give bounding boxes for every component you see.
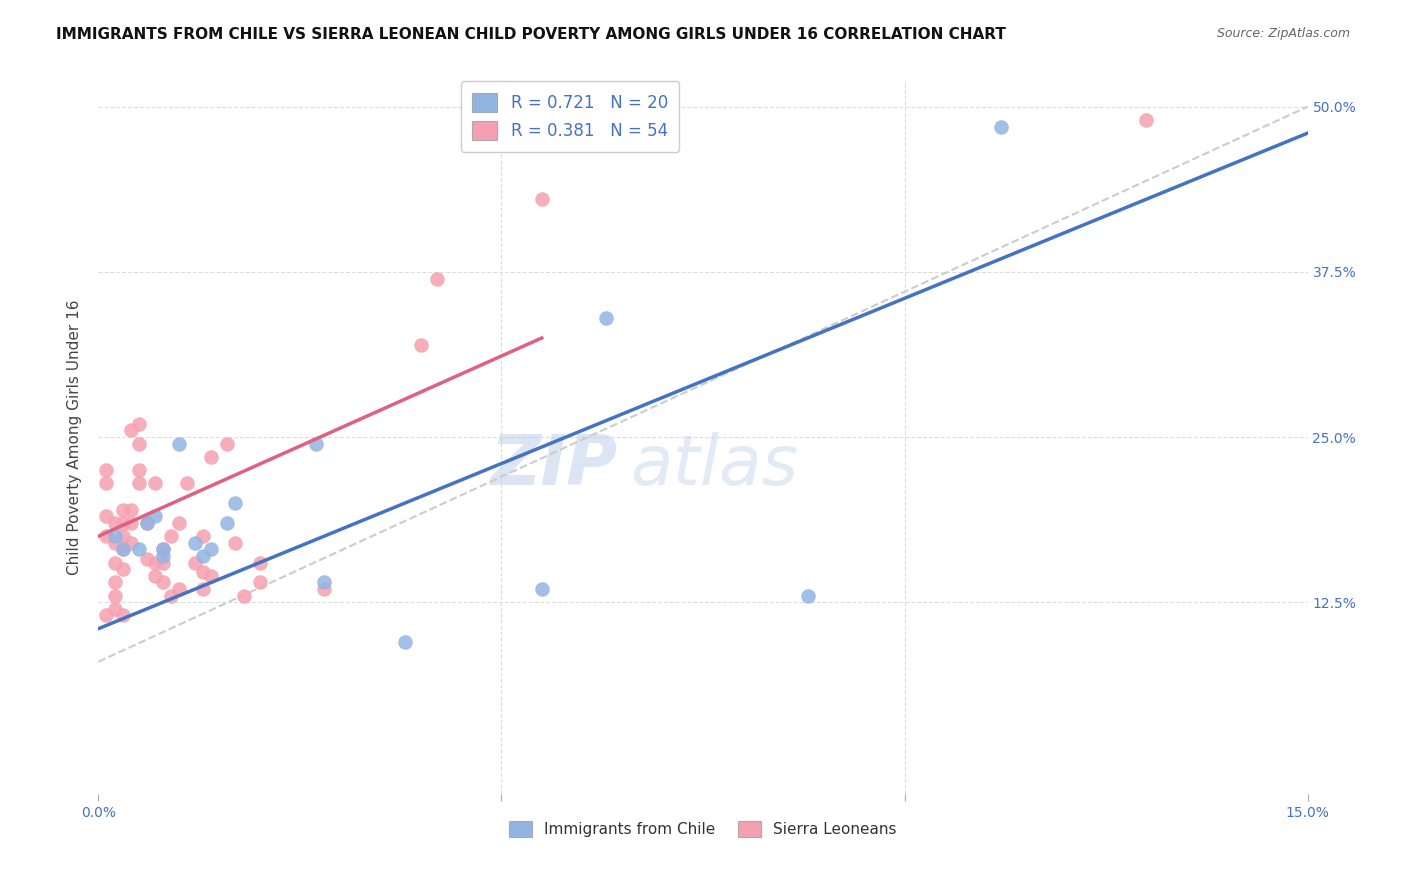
Text: IMMIGRANTS FROM CHILE VS SIERRA LEONEAN CHILD POVERTY AMONG GIRLS UNDER 16 CORRE: IMMIGRANTS FROM CHILE VS SIERRA LEONEAN … <box>56 27 1007 42</box>
Point <box>152 556 174 570</box>
Point <box>595 311 617 326</box>
Y-axis label: Child Poverty Among Girls Under 16: Child Poverty Among Girls Under 16 <box>67 300 83 574</box>
Point <box>96 476 118 491</box>
Point <box>128 476 150 491</box>
Point <box>394 635 416 649</box>
Point <box>409 337 432 351</box>
Point <box>193 582 215 596</box>
Point <box>96 509 118 524</box>
Point <box>217 436 239 450</box>
Point <box>305 436 328 450</box>
Point <box>426 271 449 285</box>
Point <box>128 436 150 450</box>
Point <box>193 549 215 563</box>
Point <box>152 575 174 590</box>
Point <box>160 589 183 603</box>
Point <box>249 575 271 590</box>
Point <box>200 569 222 583</box>
Point <box>135 516 157 530</box>
Point <box>128 542 150 557</box>
Point <box>96 529 118 543</box>
Point <box>224 496 246 510</box>
Text: Source: ZipAtlas.com: Source: ZipAtlas.com <box>1216 27 1350 40</box>
Point <box>224 536 246 550</box>
Point <box>103 516 125 530</box>
Point <box>128 463 150 477</box>
Point <box>143 556 166 570</box>
Point <box>249 556 271 570</box>
Point <box>193 529 215 543</box>
Point <box>111 542 134 557</box>
Point <box>111 502 134 516</box>
Point <box>103 602 125 616</box>
Point <box>120 502 142 516</box>
Point <box>152 549 174 563</box>
Point <box>184 556 207 570</box>
Point <box>96 608 118 623</box>
Point <box>96 463 118 477</box>
Point <box>143 476 166 491</box>
Point <box>530 192 553 206</box>
Point <box>314 575 336 590</box>
Point <box>103 556 125 570</box>
Point <box>111 542 134 557</box>
Point <box>184 536 207 550</box>
Legend: Immigrants from Chile, Sierra Leoneans: Immigrants from Chile, Sierra Leoneans <box>503 815 903 843</box>
Point <box>1135 112 1157 127</box>
Point <box>128 417 150 431</box>
Point <box>167 582 190 596</box>
Text: atlas: atlas <box>630 432 799 500</box>
Point <box>152 542 174 557</box>
Point <box>200 542 222 557</box>
Point <box>135 551 157 566</box>
Point <box>217 516 239 530</box>
Text: ZIP: ZIP <box>491 432 619 500</box>
Point <box>530 582 553 596</box>
Point <box>111 529 134 543</box>
Point <box>990 120 1012 134</box>
Point <box>143 509 166 524</box>
Point <box>120 516 142 530</box>
Point <box>176 476 198 491</box>
Point <box>314 582 336 596</box>
Point <box>167 516 190 530</box>
Point <box>152 542 174 557</box>
Point <box>143 569 166 583</box>
Point <box>200 450 222 464</box>
Point <box>103 529 125 543</box>
Point <box>103 575 125 590</box>
Point <box>120 424 142 438</box>
Point <box>232 589 254 603</box>
Point <box>797 589 820 603</box>
Point <box>103 589 125 603</box>
Point <box>111 516 134 530</box>
Point <box>111 562 134 576</box>
Point <box>193 565 215 579</box>
Point <box>111 608 134 623</box>
Point <box>103 536 125 550</box>
Point <box>135 516 157 530</box>
Point <box>120 536 142 550</box>
Point <box>167 436 190 450</box>
Point <box>160 529 183 543</box>
